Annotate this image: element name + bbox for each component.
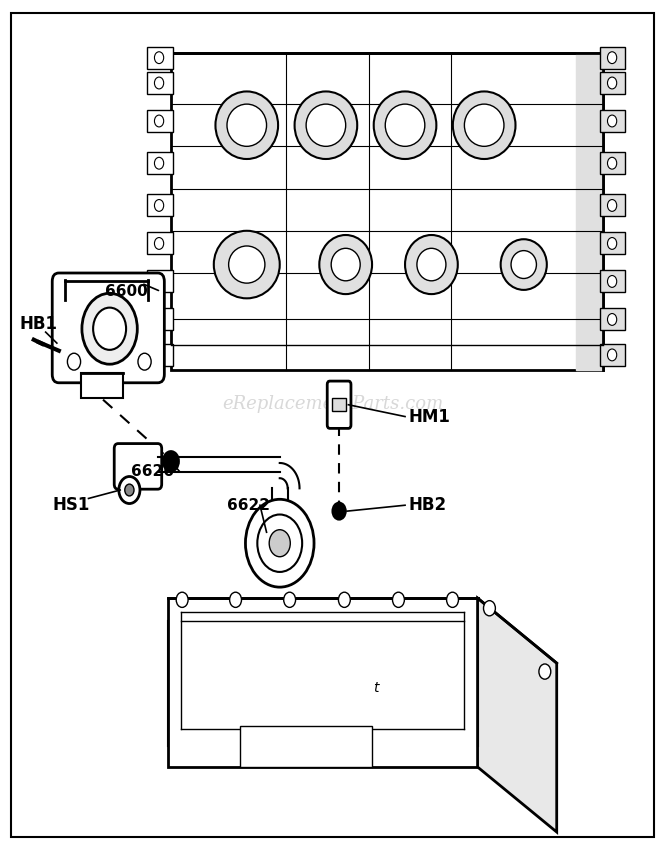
Circle shape (608, 115, 616, 127)
Polygon shape (577, 54, 603, 370)
Circle shape (163, 451, 179, 472)
Ellipse shape (319, 235, 372, 294)
Circle shape (154, 314, 164, 326)
Circle shape (125, 484, 134, 496)
FancyBboxPatch shape (146, 232, 173, 254)
Circle shape (447, 592, 458, 608)
FancyBboxPatch shape (332, 398, 346, 411)
Ellipse shape (417, 248, 446, 280)
FancyBboxPatch shape (600, 270, 624, 292)
Ellipse shape (385, 104, 425, 146)
Text: 6622: 6622 (227, 498, 270, 513)
FancyBboxPatch shape (240, 727, 372, 767)
Circle shape (176, 592, 188, 608)
FancyBboxPatch shape (146, 195, 173, 217)
FancyBboxPatch shape (600, 344, 624, 366)
FancyBboxPatch shape (146, 270, 173, 292)
Circle shape (93, 308, 126, 350)
Circle shape (269, 530, 291, 557)
Ellipse shape (295, 92, 357, 159)
Circle shape (392, 592, 404, 608)
FancyBboxPatch shape (146, 152, 173, 174)
Circle shape (154, 237, 164, 249)
Circle shape (245, 499, 314, 587)
Circle shape (154, 200, 164, 212)
Ellipse shape (229, 246, 265, 283)
Circle shape (154, 157, 164, 169)
FancyBboxPatch shape (146, 47, 173, 69)
FancyBboxPatch shape (146, 309, 173, 331)
FancyBboxPatch shape (146, 344, 173, 366)
FancyBboxPatch shape (53, 273, 164, 382)
Text: eReplacementParts.com: eReplacementParts.com (222, 395, 443, 413)
Circle shape (608, 200, 616, 212)
Polygon shape (477, 598, 557, 832)
Ellipse shape (306, 104, 346, 146)
Text: 6626: 6626 (132, 464, 174, 479)
FancyBboxPatch shape (600, 195, 624, 217)
Text: HS1: HS1 (53, 496, 90, 514)
Polygon shape (168, 598, 477, 767)
FancyBboxPatch shape (114, 444, 162, 490)
Circle shape (483, 601, 495, 616)
Circle shape (608, 52, 616, 64)
Ellipse shape (374, 92, 436, 159)
Circle shape (284, 592, 295, 608)
Circle shape (608, 275, 616, 287)
Circle shape (257, 514, 302, 572)
FancyBboxPatch shape (600, 47, 624, 69)
Circle shape (608, 314, 616, 326)
Text: HM1: HM1 (408, 407, 450, 426)
Circle shape (338, 592, 350, 608)
Circle shape (119, 477, 140, 503)
Text: 6600: 6600 (105, 284, 148, 299)
FancyBboxPatch shape (600, 309, 624, 331)
Ellipse shape (214, 231, 280, 298)
Ellipse shape (511, 251, 537, 279)
Text: t: t (372, 682, 378, 695)
FancyBboxPatch shape (327, 381, 351, 428)
Circle shape (608, 77, 616, 89)
FancyBboxPatch shape (146, 110, 173, 132)
Ellipse shape (501, 239, 547, 290)
Circle shape (154, 349, 164, 360)
Ellipse shape (464, 104, 504, 146)
Circle shape (138, 354, 151, 370)
FancyBboxPatch shape (600, 72, 624, 94)
Ellipse shape (453, 92, 515, 159)
Circle shape (154, 115, 164, 127)
Ellipse shape (331, 248, 360, 280)
FancyBboxPatch shape (600, 152, 624, 174)
Circle shape (67, 354, 80, 370)
Circle shape (608, 157, 616, 169)
FancyBboxPatch shape (171, 54, 603, 370)
Circle shape (608, 237, 616, 249)
Circle shape (229, 592, 241, 608)
FancyBboxPatch shape (600, 232, 624, 254)
Ellipse shape (215, 92, 278, 159)
Ellipse shape (405, 235, 458, 294)
Circle shape (332, 502, 346, 519)
FancyBboxPatch shape (80, 372, 124, 398)
Ellipse shape (227, 104, 267, 146)
FancyBboxPatch shape (600, 110, 624, 132)
Text: HB2: HB2 (408, 496, 446, 514)
Circle shape (154, 275, 164, 287)
Circle shape (608, 349, 616, 360)
Circle shape (82, 293, 137, 364)
FancyBboxPatch shape (146, 72, 173, 94)
Circle shape (154, 77, 164, 89)
Text: HB1: HB1 (19, 314, 57, 332)
Circle shape (154, 52, 164, 64)
Circle shape (539, 664, 551, 679)
